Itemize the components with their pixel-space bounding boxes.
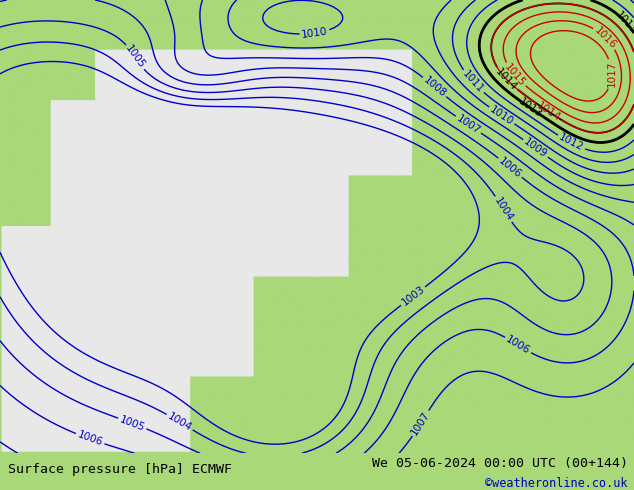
Text: 1009: 1009 [522,137,549,160]
Text: 1006: 1006 [496,155,524,180]
Text: 1010: 1010 [488,104,515,127]
Text: 1005: 1005 [123,44,147,71]
Text: 1008: 1008 [421,75,448,99]
Text: 1015: 1015 [503,62,527,89]
Text: Surface pressure [hPa] ECMWF: Surface pressure [hPa] ECMWF [8,463,231,476]
Text: We 05-06-2024 00:00 UTC (00+144): We 05-06-2024 00:00 UTC (00+144) [372,457,628,470]
Text: 1006: 1006 [504,334,532,356]
Text: 1017: 1017 [606,61,616,87]
Text: 1014: 1014 [494,66,519,92]
Text: 1006: 1006 [76,430,104,448]
Text: 1010: 1010 [301,26,328,40]
Text: ©weatheronline.co.uk: ©weatheronline.co.uk [485,477,628,490]
Text: 1007: 1007 [455,113,482,136]
Text: 1004: 1004 [166,411,193,433]
Text: 1013: 1013 [614,9,634,36]
Text: 1007: 1007 [410,410,432,437]
Text: 1003: 1003 [399,284,427,308]
Text: 1016: 1016 [593,25,618,50]
Text: 1013: 1013 [517,97,545,120]
Text: 1004: 1004 [492,196,515,223]
Text: 1005: 1005 [119,414,146,433]
Text: 1012: 1012 [557,132,585,153]
Text: 1011: 1011 [460,69,486,95]
Text: 1014: 1014 [535,100,562,123]
